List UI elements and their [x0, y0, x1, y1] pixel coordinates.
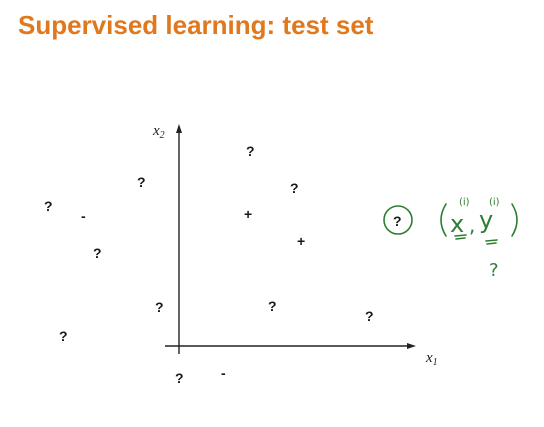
x-symbol: x	[450, 210, 464, 238]
unknown-point: ?	[59, 328, 68, 344]
close-paren	[511, 203, 518, 237]
negative-point: -	[221, 365, 226, 381]
circled-question: ?	[393, 213, 402, 229]
underline-y	[485, 239, 498, 245]
unknown-point: ?	[93, 245, 102, 261]
unknown-point: ?	[175, 370, 184, 386]
unknown-point: ?	[44, 198, 53, 214]
y-axis-arrow	[176, 124, 182, 133]
x-superscript: (i)	[459, 197, 470, 208]
handwritten-annotation: ? x , y (i) (i) ?	[383, 197, 518, 281]
x-axis-arrow	[407, 343, 416, 349]
unknown-point: ?	[290, 180, 299, 196]
slide-title: Supervised learning: test set	[18, 10, 374, 40]
open-paren	[440, 203, 447, 237]
unknown-point: ?	[268, 298, 277, 314]
negative-point: -	[81, 208, 86, 224]
y-superscript: (i)	[489, 197, 500, 208]
y-axis-label: x2	[152, 123, 165, 141]
circled-point-marker	[383, 205, 413, 235]
unknown-point: ?	[137, 174, 146, 190]
y-symbol: y	[479, 206, 493, 234]
unknown-point: ?	[246, 143, 255, 159]
unknown-point: ?	[365, 308, 374, 324]
comma: ,	[469, 213, 475, 237]
positive-point: +	[244, 206, 252, 222]
unknown-point: ?	[155, 299, 164, 315]
x-axis-label: x1	[425, 350, 438, 368]
below-question: ?	[489, 260, 499, 281]
underline-x	[454, 234, 467, 240]
positive-point: +	[297, 233, 305, 249]
